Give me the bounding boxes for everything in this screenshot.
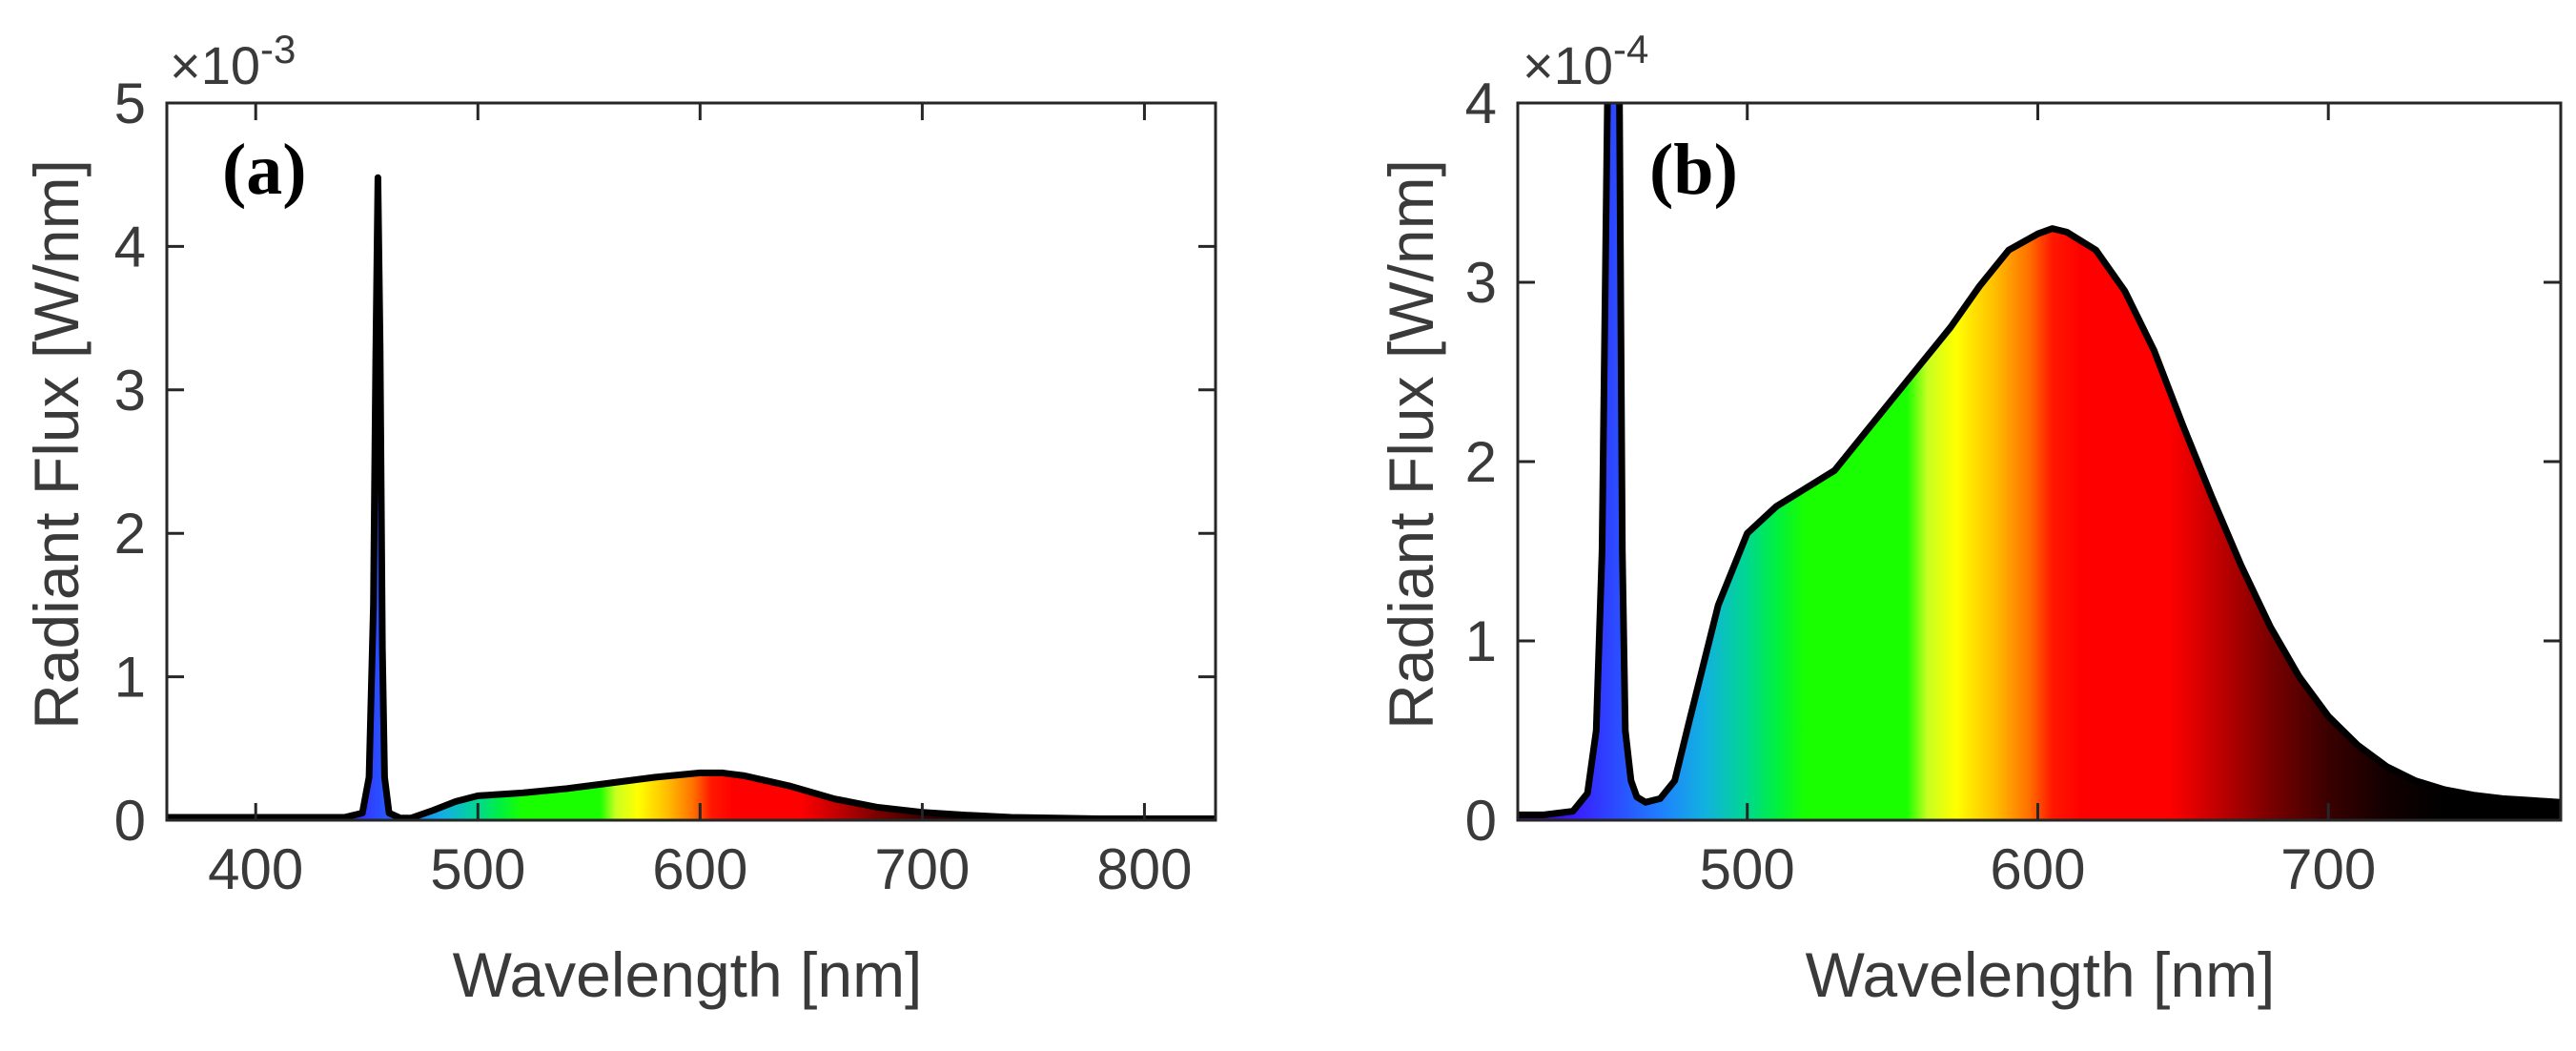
- y-tick-label: 0: [114, 789, 146, 853]
- x-tick-label: 400: [208, 837, 303, 901]
- y-exponent-power-b: -4: [1613, 27, 1648, 72]
- y-exponent-b: ×10-4: [1523, 27, 1648, 95]
- y-tick-label: 4: [114, 215, 146, 278]
- y-tick-label: 3: [1465, 251, 1497, 315]
- x-tick-label: 500: [1700, 837, 1795, 901]
- y-tick-label: 2: [1465, 430, 1497, 494]
- y-tick-label: 5: [114, 72, 146, 135]
- y-tick-label: 4: [1465, 72, 1497, 135]
- spectrum-line-b: [1518, 103, 2561, 818]
- y-exponent-base-a: ×10: [170, 35, 260, 95]
- y-exponent-power-a: -3: [260, 27, 296, 72]
- y-tick-label: 1: [1465, 609, 1497, 673]
- x-ticks-b: 500 600 700: [1700, 103, 2376, 901]
- y-exponent-base-b: ×10: [1523, 35, 1613, 95]
- y-ticks-a: 0 1 2 3 4 5: [114, 72, 1216, 853]
- y-exponent-a: ×10-3: [170, 27, 296, 95]
- spectrum-line-a: [167, 174, 1216, 820]
- x-tick-label: 700: [2280, 837, 2376, 901]
- spectrum-area-b: [1518, 103, 2561, 820]
- chart-panel-b: 500 600 700 0 1 2 3 4 Wavelength [nm] Radiant …: [1376, 27, 2563, 1010]
- x-axis-label-a: Wavelength [nm]: [453, 939, 923, 1010]
- x-tick-label: 600: [652, 837, 747, 901]
- y-ticks-b: 0 1 2 3 4: [1465, 72, 2561, 853]
- y-tick-label: 2: [114, 502, 146, 566]
- y-tick-label: 0: [1465, 789, 1497, 853]
- plot-frame-a: [165, 101, 1217, 822]
- panel-tag-a: (a): [222, 130, 307, 210]
- y-axis-label-b: Radiant Flux [W/nm]: [1376, 159, 1446, 730]
- x-tick-label: 700: [874, 837, 970, 901]
- x-tick-label: 500: [430, 837, 525, 901]
- x-tick-label: 800: [1096, 837, 1192, 901]
- x-tick-label: 600: [1990, 837, 2085, 901]
- y-tick-label: 3: [114, 359, 146, 422]
- y-tick-label: 1: [114, 646, 146, 710]
- panel-tag-b: (b): [1649, 130, 1738, 210]
- spectrum-area-a: [167, 177, 1216, 820]
- chart-panel-a: 400 500 600 700 800 0 1 2 3 4 5 Wavelength [nm] R…: [21, 27, 1217, 1010]
- y-axis-label-a: Radiant Flux [W/nm]: [21, 159, 92, 730]
- x-ticks-a: 400 500 600 700 800: [208, 103, 1192, 901]
- x-axis-label-b: Wavelength [nm]: [1806, 939, 2276, 1010]
